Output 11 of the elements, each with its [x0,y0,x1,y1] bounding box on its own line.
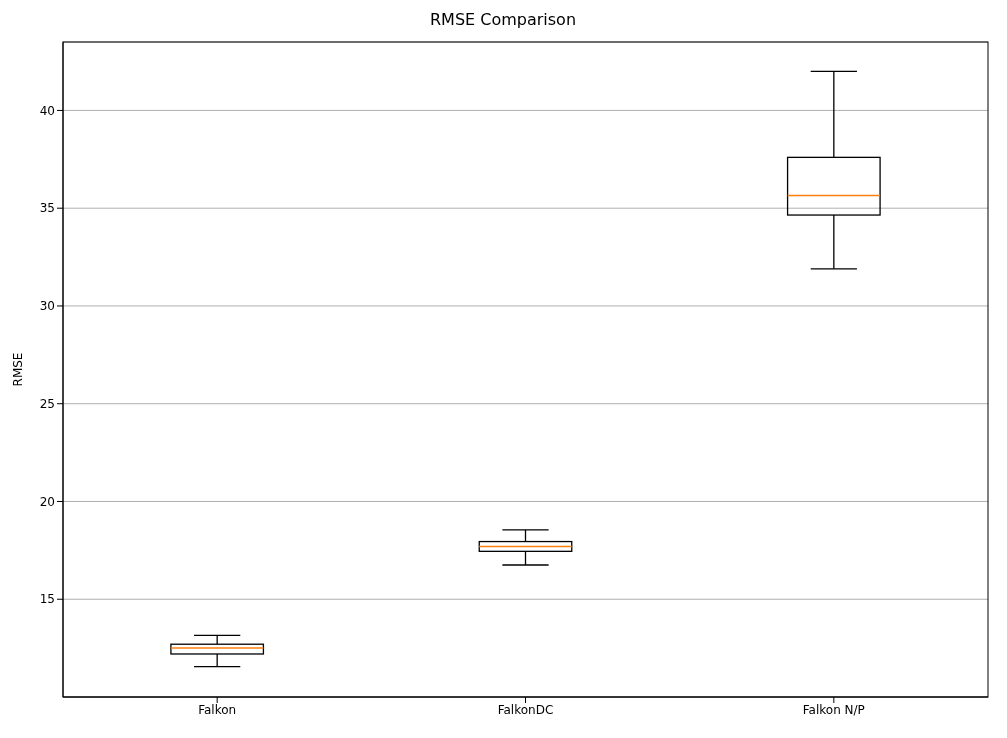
y-tick-label: 20 [39,494,55,509]
y-tick-label: 40 [39,103,55,118]
x-tick-label: FalkonDC [497,702,554,717]
y-tick-label: 30 [39,299,55,314]
y-tick-label: 15 [39,592,55,607]
y-tick-label: 35 [39,201,55,216]
x-tick-label: Falkon N/P [802,702,865,717]
x-tick-label: Falkon [198,702,237,717]
chart-title: RMSE Comparison [428,9,578,31]
y-axis-title: RMSE [11,352,26,387]
y-tick-label: 25 [39,396,55,411]
